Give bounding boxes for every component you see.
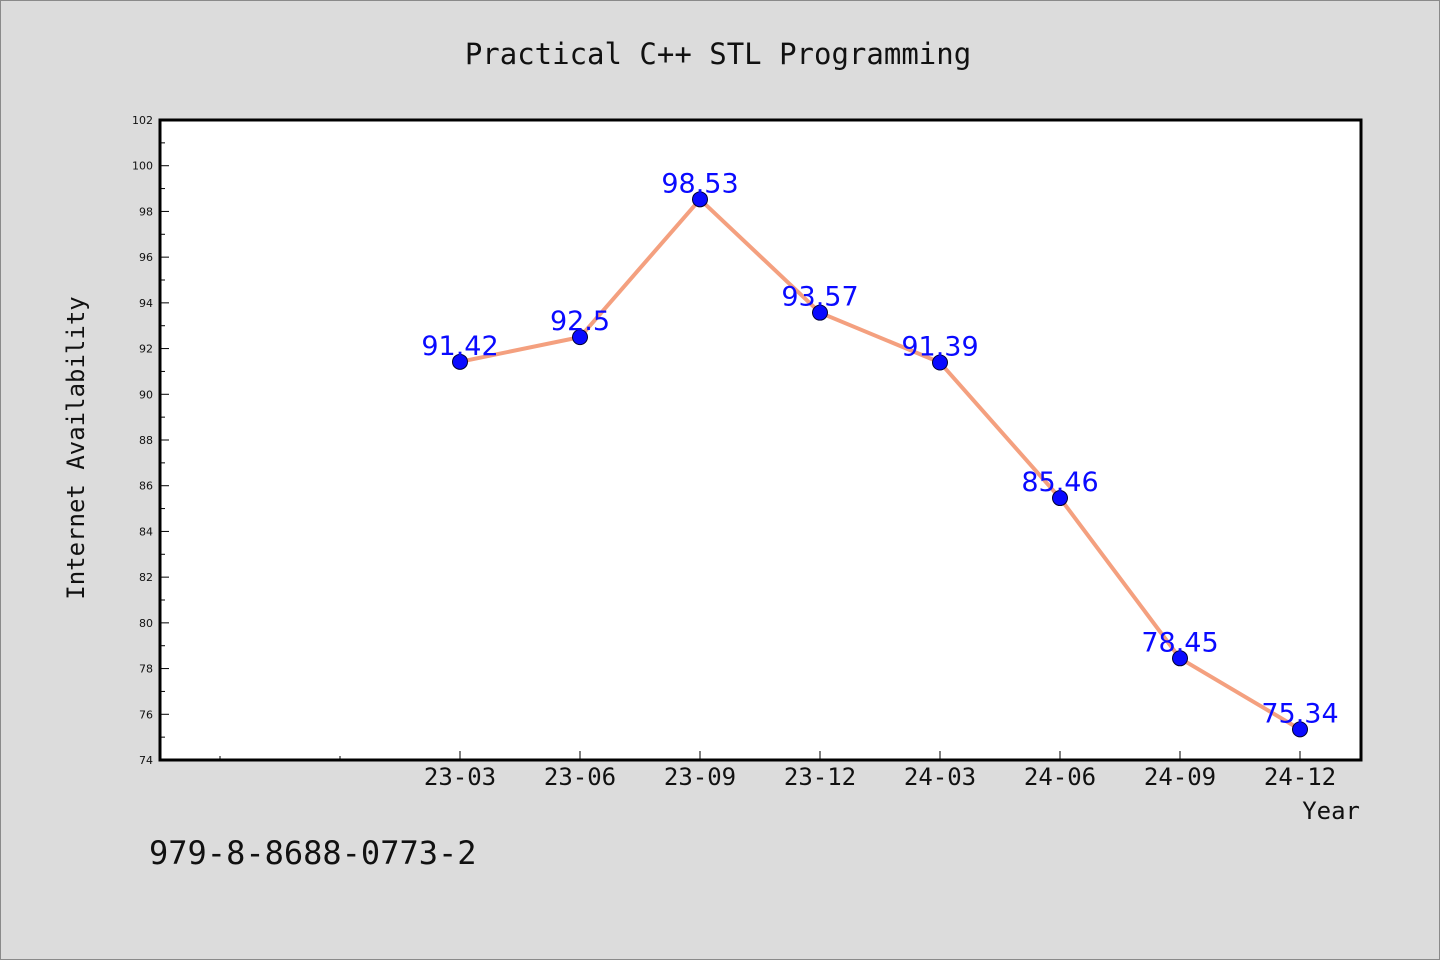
x-tick-label: 24-06 xyxy=(1024,763,1096,791)
data-point xyxy=(932,354,948,371)
data-point xyxy=(452,353,468,370)
series-line xyxy=(459,197,1302,732)
x-axis-ticks: 23-03 23-06 23-09 23-12 24-03 24-06 24-09 24-12 xyxy=(219,751,1336,791)
y-axis-label: Internet Availability xyxy=(62,296,90,599)
x-tick-label: 23-03 xyxy=(424,763,496,791)
data-label: 98.53 xyxy=(661,168,738,199)
y-tick-label: 80 xyxy=(139,617,153,630)
y-tick-label: 84 xyxy=(139,525,153,538)
y-tick-label: 102 xyxy=(132,114,153,127)
x-tick-label: 23-09 xyxy=(664,763,736,791)
data-point xyxy=(692,191,708,208)
y-tick-label: 82 xyxy=(139,571,153,584)
data-label: 78.45 xyxy=(1141,627,1218,658)
chart-title: Practical C++ STL Programming xyxy=(465,37,971,71)
y-tick-label: 78 xyxy=(139,663,153,676)
y-axis-ticks: 74 76 78 80 82 84 86 88 90 92 94 96 98 100 102 xyxy=(132,114,169,767)
data-point xyxy=(812,304,828,321)
y-tick-label: 100 xyxy=(132,160,153,173)
y-tick-label: 92 xyxy=(139,343,153,356)
y-tick-label: 90 xyxy=(139,388,153,401)
data-label: 93.57 xyxy=(781,282,858,313)
data-point xyxy=(1292,721,1308,738)
y-tick-label: 94 xyxy=(139,297,153,310)
data-label: 91.42 xyxy=(421,331,498,362)
y-tick-label: 86 xyxy=(139,480,153,493)
data-point xyxy=(572,329,588,346)
data-point xyxy=(1052,490,1068,507)
isbn-text: 979-8-8688-0773-2 xyxy=(149,834,477,872)
data-label: 91.39 xyxy=(901,332,978,363)
x-tick-label: 23-12 xyxy=(784,763,856,791)
data-label: 85.46 xyxy=(1021,467,1098,498)
data-label: 75.34 xyxy=(1261,698,1338,729)
data-label: 92.5 xyxy=(550,306,610,337)
y-tick-label: 96 xyxy=(139,251,153,264)
plot-area xyxy=(158,118,1363,762)
y-tick-label: 76 xyxy=(139,708,153,721)
x-tick-label: 23-06 xyxy=(544,763,616,791)
series-layer: 91.42 92.5 98.53 93.57 91.39 85.46 78.45 75.34 xyxy=(421,168,1339,738)
y-tick-label: 98 xyxy=(139,205,153,218)
y-tick-label: 88 xyxy=(139,434,153,447)
x-tick-label: 24-12 xyxy=(1264,763,1336,791)
x-axis-label: Year xyxy=(1302,797,1360,825)
x-tick-label: 24-09 xyxy=(1144,763,1216,791)
data-point xyxy=(1172,650,1188,667)
x-tick-label: 24-03 xyxy=(904,763,976,791)
y-tick-label: 74 xyxy=(139,754,153,767)
